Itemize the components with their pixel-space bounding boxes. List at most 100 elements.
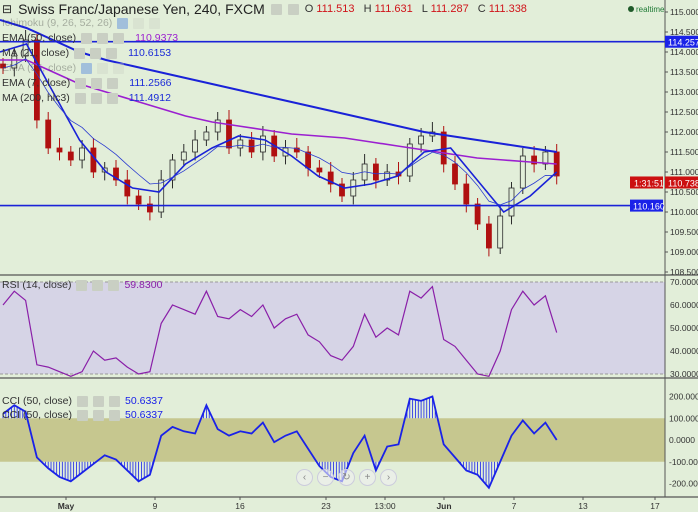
candle-body [34,39,40,121]
candle-body [237,139,244,149]
zoom-in-button[interactable]: + [359,469,376,486]
candle-body [316,167,323,173]
candle-body [135,195,142,205]
time-tick-label: 13 [578,501,588,511]
countdown-label: 1:31:51 [634,178,664,188]
candle-body [508,187,515,217]
time-tick-label: 23 [321,501,331,511]
rsi-label: RSI (14, close) [2,279,72,291]
indicator-value: 111.4912 [128,92,171,104]
visibility-icon[interactable] [74,92,86,104]
visibility-icon[interactable] [74,47,86,59]
indicator-label: EMA (7, close) [2,77,71,89]
gear-icon[interactable] [97,62,109,74]
visibility-icon[interactable] [77,395,89,407]
candle-body [192,139,199,153]
gear-icon[interactable] [92,279,104,291]
cci-value: 50.6337 [125,395,163,407]
last-price-tag [665,176,698,189]
candle-body [226,119,232,149]
time-tick-label: 13:00 [374,501,396,511]
cci-tick-label: 0.0000 [669,435,695,445]
rsi-tick-label: 70.0000 [670,277,698,287]
visibility-icon[interactable] [77,409,89,421]
price-tick-label: 113.000 [670,87,698,97]
scroll-left-button[interactable]: ‹ [296,469,313,486]
candle-body [180,151,187,161]
candle-body [372,163,379,181]
scroll-right-button[interactable]: › [380,469,397,486]
visibility-icon[interactable] [270,3,282,15]
indicator-value: 111.2566 [129,77,172,89]
gear-icon[interactable] [287,3,299,15]
candle-body [350,179,357,197]
gear-icon[interactable] [93,409,105,421]
rsi-tick-label: 60.0000 [670,300,698,310]
realtime-indicator: realtime [628,5,664,14]
close-icon[interactable] [109,409,121,421]
indicator-legend: EMA (55, close) [2,62,135,74]
gear-icon[interactable] [91,77,103,89]
level-price-tag [630,199,663,212]
gear-icon[interactable] [133,17,145,29]
ma-line [0,43,558,214]
time-tick-label: 7 [512,501,517,511]
cci-pane [0,395,665,490]
price-tick-label: 110.500 [670,187,698,197]
candle-body [474,203,481,225]
candle-body [542,151,549,165]
gear-icon[interactable] [90,92,102,104]
visibility-icon[interactable] [76,279,88,291]
price-tick-label: 111.000 [670,167,698,177]
candle-body [158,179,165,213]
reset-button[interactable]: ↻ [338,469,355,486]
symbol-title[interactable]: Swiss Franc/Japanese Yen, 240, FXCM [18,1,265,17]
close-icon[interactable] [113,32,125,44]
close-icon[interactable] [113,62,125,74]
rsi-tick-label: 30.0000 [670,369,698,379]
gear-icon[interactable] [93,395,105,407]
candle-body [67,151,74,161]
visibility-icon[interactable] [81,62,93,74]
candle-body [11,55,18,69]
indicator-label: EMA (55, close) [2,62,77,74]
close-icon[interactable] [149,17,161,29]
visibility-icon[interactable] [75,77,87,89]
close-icon[interactable] [107,77,119,89]
cci-value: 50.6337 [125,409,163,421]
candle-body [339,183,345,197]
visibility-icon[interactable] [117,17,129,29]
candle-body [406,143,413,177]
candle-body [124,179,131,197]
price-tick-label: 110.000 [670,207,698,217]
close-icon[interactable] [108,279,120,291]
collapse-icon[interactable]: ⊟ [2,2,13,16]
rsi-pane [0,281,665,377]
price-tick-label: 115.000 [670,7,698,17]
zoom-out-button[interactable]: − [317,469,334,486]
last-price-label: 110.738 [668,178,698,188]
candle-body [169,159,176,181]
cci-legend: CCI (50, close) 50.6337 [2,395,163,407]
level-price-tag [665,35,698,48]
rsi-tick-label: 50.0000 [670,323,698,333]
indicator-legend: EMA (50, close) 110.9373 [2,32,178,44]
gear-icon[interactable] [90,47,102,59]
gear-icon[interactable] [97,32,109,44]
cci-label: CCI (50, close) [2,395,73,407]
candle-body [146,203,153,213]
ohlc-readout: O 111.513 H 111.631 L 111.287 C 111.338 [304,3,527,15]
candle-body [452,163,458,185]
price-tick-label: 114.000 [670,47,698,57]
level-price-label: 110.160 [633,202,665,212]
cci-label: CCI (50, close) [2,409,73,421]
close-icon[interactable] [106,47,118,59]
rsi-legend: RSI (14, close) 59.8300 [2,279,162,291]
candle-body [248,139,255,153]
close-icon[interactable] [106,92,118,104]
price-tick-label: 111.500 [670,147,698,157]
visibility-icon[interactable] [81,32,93,44]
close-icon[interactable] [109,395,121,407]
